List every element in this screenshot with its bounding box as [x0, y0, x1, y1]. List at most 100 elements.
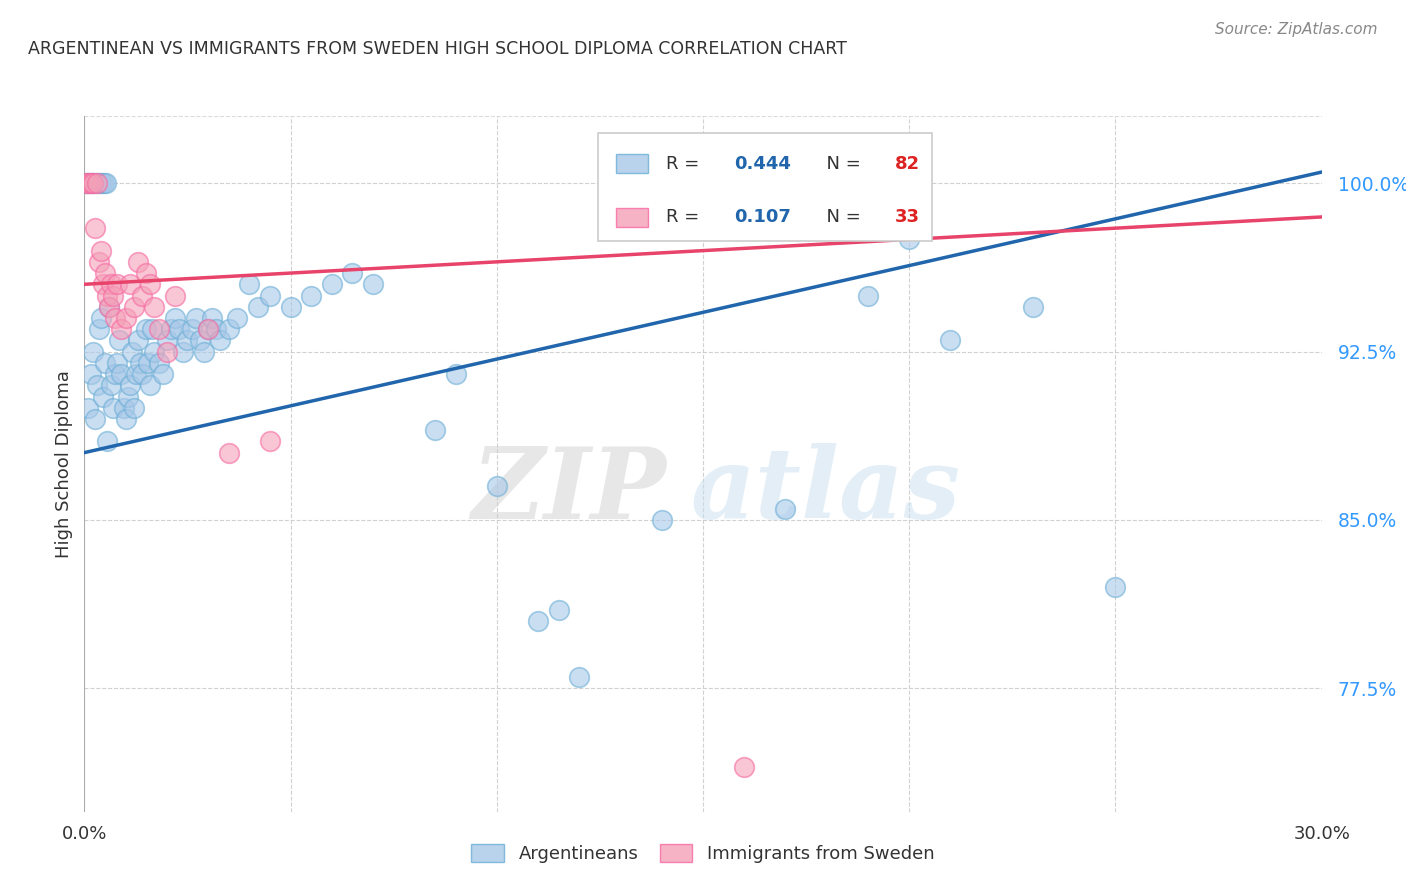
- Point: [77, 401, 100, 415]
- Point: [100, 277, 122, 292]
- Point: [90, 310, 112, 325]
- Point: [775, 501, 797, 516]
- Point: [104, 367, 127, 381]
- Bar: [616, 153, 648, 173]
- Point: [135, 266, 157, 280]
- Point: [361, 277, 384, 292]
- Point: [79, 176, 101, 190]
- Point: [152, 367, 174, 381]
- Text: N =: N =: [814, 209, 866, 227]
- Point: [84, 176, 107, 190]
- Point: [114, 310, 136, 325]
- Point: [218, 322, 240, 336]
- Point: [423, 423, 446, 437]
- Point: [98, 300, 121, 314]
- Point: [98, 300, 121, 314]
- Point: [86, 176, 108, 190]
- Point: [90, 244, 112, 258]
- Text: R =: R =: [666, 209, 706, 227]
- Y-axis label: High School Diploma: High School Diploma: [55, 370, 73, 558]
- Point: [148, 322, 170, 336]
- Point: [118, 277, 141, 292]
- Point: [197, 322, 219, 336]
- Point: [122, 401, 145, 415]
- Point: [75, 176, 97, 190]
- Point: [135, 322, 157, 336]
- Point: [939, 334, 962, 348]
- Point: [226, 310, 249, 325]
- Point: [117, 390, 139, 404]
- Point: [527, 614, 550, 628]
- Text: atlas: atlas: [690, 443, 960, 540]
- Text: 33: 33: [896, 209, 920, 227]
- Point: [898, 232, 921, 246]
- Point: [259, 288, 281, 302]
- Point: [112, 401, 135, 415]
- Text: Source: ZipAtlas.com: Source: ZipAtlas.com: [1215, 22, 1378, 37]
- Point: [188, 334, 211, 348]
- Point: [91, 277, 114, 292]
- Text: N =: N =: [814, 154, 866, 172]
- Point: [444, 367, 467, 381]
- Point: [139, 277, 162, 292]
- Point: [125, 367, 148, 381]
- Point: [89, 176, 111, 190]
- Point: [82, 176, 104, 190]
- Point: [82, 344, 104, 359]
- Point: [82, 176, 104, 190]
- Point: [342, 266, 364, 280]
- FancyBboxPatch shape: [598, 134, 932, 241]
- Point: [91, 390, 114, 404]
- Point: [87, 322, 110, 336]
- Point: [139, 378, 162, 392]
- Point: [83, 412, 105, 426]
- Point: [76, 176, 98, 190]
- Point: [299, 288, 322, 302]
- Point: [121, 344, 143, 359]
- Point: [280, 300, 302, 314]
- Point: [209, 334, 232, 348]
- Point: [485, 479, 508, 493]
- Point: [856, 288, 879, 302]
- Point: [93, 176, 115, 190]
- Point: [165, 288, 187, 302]
- Point: [86, 176, 108, 190]
- Text: 0.107: 0.107: [734, 209, 792, 227]
- Point: [79, 176, 101, 190]
- Point: [77, 176, 100, 190]
- Point: [96, 434, 118, 449]
- Point: [176, 334, 198, 348]
- Point: [180, 322, 202, 336]
- Point: [105, 277, 128, 292]
- Point: [238, 277, 260, 292]
- Point: [165, 310, 187, 325]
- Point: [193, 344, 215, 359]
- Point: [90, 176, 112, 190]
- Point: [143, 300, 166, 314]
- Point: [105, 356, 128, 370]
- Point: [79, 367, 101, 381]
- Point: [103, 401, 125, 415]
- Point: [122, 300, 145, 314]
- Point: [1104, 580, 1126, 594]
- Point: [197, 322, 219, 336]
- Point: [94, 266, 117, 280]
- Point: [129, 356, 152, 370]
- Point: [127, 334, 149, 348]
- Point: [148, 356, 170, 370]
- Point: [80, 176, 103, 190]
- Point: [108, 334, 131, 348]
- Point: [205, 322, 228, 336]
- Point: [86, 378, 108, 392]
- Point: [131, 367, 153, 381]
- Point: [87, 255, 110, 269]
- Point: [218, 445, 240, 459]
- Point: [131, 288, 153, 302]
- Point: [692, 176, 714, 190]
- Point: [110, 367, 132, 381]
- Point: [94, 356, 117, 370]
- Point: [100, 378, 122, 392]
- Point: [259, 434, 281, 449]
- Point: [75, 176, 97, 190]
- Point: [651, 513, 673, 527]
